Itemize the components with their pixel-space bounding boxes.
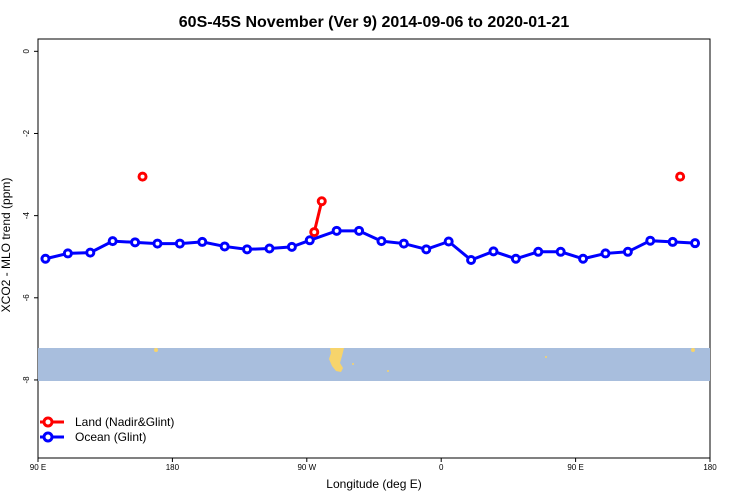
map-strip bbox=[38, 348, 710, 381]
land-data-point bbox=[137, 171, 148, 182]
plot-frame bbox=[37, 38, 711, 459]
ocean-data-point bbox=[242, 244, 253, 255]
land-data-point bbox=[316, 196, 327, 207]
ocean-data-point bbox=[533, 246, 544, 257]
ocean-data-point bbox=[304, 235, 315, 246]
ocean-data-point bbox=[130, 237, 141, 248]
ocean-data-point bbox=[421, 244, 432, 255]
ocean-data-point bbox=[286, 241, 297, 252]
y-tick-label: -8 bbox=[22, 376, 31, 384]
ocean-data-point bbox=[85, 247, 96, 258]
land-data-point bbox=[309, 227, 320, 238]
y-tick-label: -6 bbox=[22, 294, 31, 302]
ocean-data-point bbox=[398, 238, 409, 249]
land-mass-small-isle bbox=[545, 356, 547, 358]
legend-land-marker bbox=[42, 416, 54, 428]
y-axis-label: XCO2 - MLO trend (ppm) bbox=[0, 178, 13, 313]
ocean-data-point bbox=[466, 255, 477, 266]
land-data-point bbox=[675, 171, 686, 182]
ocean-data-point bbox=[690, 238, 701, 249]
ocean-data-point bbox=[152, 238, 163, 249]
ocean-band bbox=[38, 348, 710, 381]
ocean-data-point bbox=[376, 236, 387, 247]
series-layer bbox=[40, 171, 701, 266]
land-mass-islands-right bbox=[691, 348, 695, 352]
y-tick-label: -2 bbox=[22, 129, 31, 137]
x-tick-label: 0 bbox=[439, 463, 444, 472]
ocean-data-point bbox=[667, 236, 678, 247]
legend-land-label: Land (Nadir&Glint) bbox=[75, 415, 174, 429]
land-mass-islands-left bbox=[154, 348, 158, 352]
ocean-data-point bbox=[40, 253, 51, 264]
x-tick-label: 90 E bbox=[30, 463, 46, 472]
x-tick-label: 90 E bbox=[567, 463, 583, 472]
ocean-data-point bbox=[331, 225, 342, 236]
land-mass-falklands bbox=[352, 363, 354, 365]
x-tick-label: 180 bbox=[703, 463, 717, 472]
ocean-data-point bbox=[443, 236, 454, 247]
ocean-data-point bbox=[622, 246, 633, 257]
ocean-data-point bbox=[197, 236, 208, 247]
land-mass-south-georgia bbox=[387, 370, 389, 372]
ocean-data-point bbox=[488, 246, 499, 257]
ocean-data-point bbox=[578, 253, 589, 264]
ocean-data-point bbox=[645, 235, 656, 246]
y-tick-label: 0 bbox=[22, 49, 31, 54]
ocean-data-point bbox=[555, 246, 566, 257]
ocean-data-point bbox=[264, 243, 275, 254]
ocean-data-point bbox=[600, 248, 611, 259]
legend: Land (Nadir&Glint) Ocean (Glint) bbox=[40, 415, 174, 444]
y-tick-label: -4 bbox=[22, 212, 31, 220]
ocean-series-line bbox=[45, 229, 696, 262]
chart-title: 60S-45S November (Ver 9) 2014-09-06 to 2… bbox=[179, 14, 570, 31]
ocean-data-point bbox=[62, 248, 73, 259]
land-mass-south-america bbox=[329, 348, 344, 372]
x-tick-label: 180 bbox=[166, 463, 180, 472]
ocean-data-point bbox=[354, 225, 365, 236]
ocean-data-point bbox=[219, 241, 230, 252]
x-axis: 90 E 180 90 W 0 90 E 180 bbox=[30, 458, 717, 472]
y-axis: 0 -2 -4 -6 -8 bbox=[22, 49, 38, 384]
ocean-data-point bbox=[510, 253, 521, 264]
land-series-line bbox=[312, 200, 324, 233]
legend-ocean-marker bbox=[42, 431, 54, 443]
legend-ocean-label: Ocean (Glint) bbox=[75, 430, 146, 444]
x-tick-label: 90 W bbox=[297, 463, 316, 472]
x-axis-label: Longitude (deg E) bbox=[326, 477, 421, 491]
ocean-data-point bbox=[107, 236, 118, 247]
ocean-data-point bbox=[174, 238, 185, 249]
